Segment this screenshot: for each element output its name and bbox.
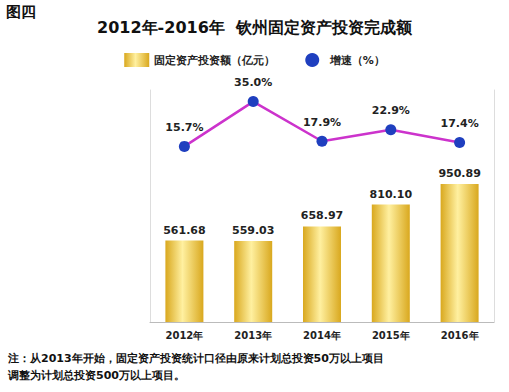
svg-text:15.7%: 15.7% [165, 121, 203, 134]
svg-text:2016年: 2016年 [441, 330, 479, 341]
svg-text:固定资产投资额（亿元）: 固定资产投资额（亿元） [154, 54, 275, 67]
svg-text:2013年: 2013年 [234, 330, 272, 341]
svg-text:图四: 图四 [6, 3, 36, 21]
svg-text:658.97: 658.97 [301, 209, 343, 222]
svg-text:810.10: 810.10 [370, 188, 413, 201]
svg-text:950.89: 950.89 [438, 167, 480, 180]
svg-text:注：从2013年开始，固定资产投资统计口径由原来计划总投资5: 注：从2013年开始，固定资产投资统计口径由原来计划总投资50万以上项目 [7, 352, 384, 365]
svg-text:17.4%: 17.4% [441, 117, 479, 130]
svg-text:35.0%: 35.0% [234, 76, 272, 89]
svg-text:22.9%: 22.9% [372, 104, 410, 117]
svg-text:调整为计划总投资500万以上项目。: 调整为计划总投资500万以上项目。 [7, 369, 185, 382]
svg-text:2015年: 2015年 [372, 330, 410, 341]
svg-text:增速（%）: 增速（%） [329, 54, 385, 67]
svg-text:2012年: 2012年 [165, 330, 203, 341]
svg-text:2014年: 2014年 [303, 330, 341, 341]
svg-text:559.03: 559.03 [232, 224, 274, 237]
svg-text:561.68: 561.68 [163, 224, 205, 237]
svg-text:2012年-2016年 钦州固定资产投资完成额: 2012年-2016年 钦州固定资产投资完成额 [97, 18, 413, 37]
svg-text:17.9%: 17.9% [303, 116, 341, 129]
